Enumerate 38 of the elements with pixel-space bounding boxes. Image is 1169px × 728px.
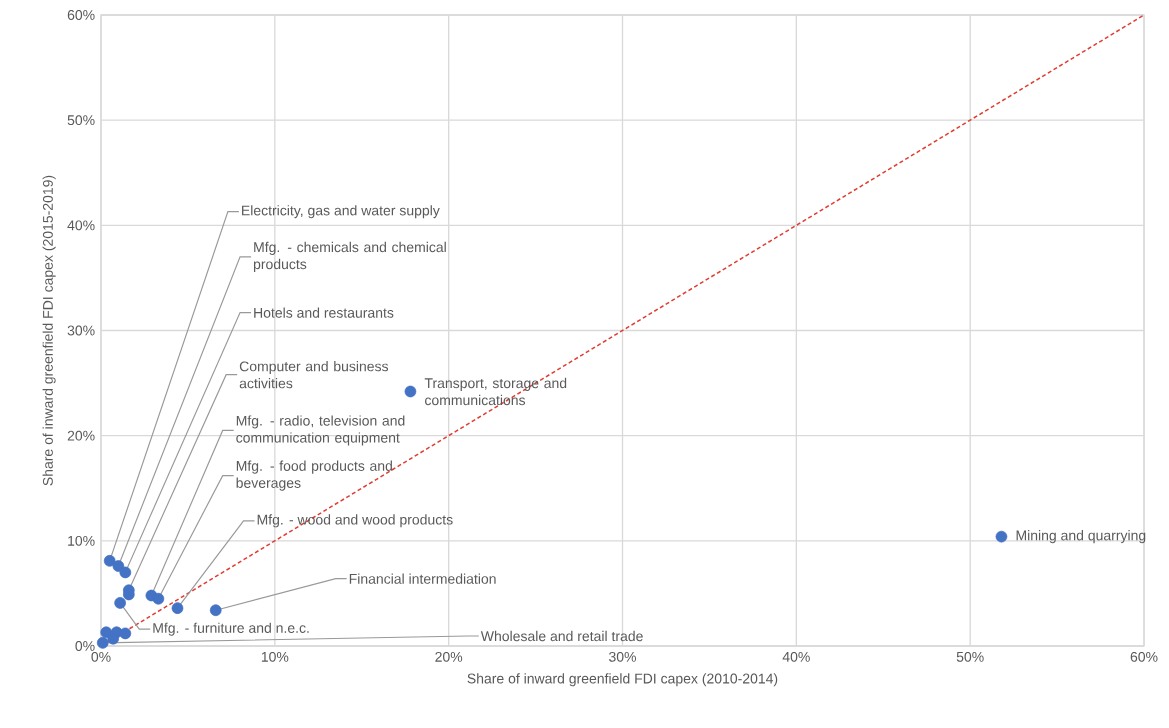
point bbox=[103, 554, 116, 567]
annotation: Hotels and restaurants bbox=[254, 307, 394, 318]
y-tick-label: 50% bbox=[67, 115, 95, 126]
annotation: Mining and quarrying bbox=[1016, 530, 1146, 544]
annotation: Mfg. - radio, television and communication equipment bbox=[236, 415, 405, 446]
annotation: Wholesale and retail trade bbox=[480, 630, 643, 642]
x-tick-label: 30% bbox=[609, 651, 637, 662]
y-tick-label: 20% bbox=[67, 430, 95, 441]
point bbox=[404, 385, 417, 398]
y-tick-label: 30% bbox=[67, 325, 95, 336]
point bbox=[995, 530, 1008, 543]
annotation: Electricity, gas and water supply bbox=[242, 205, 440, 219]
point bbox=[112, 560, 125, 572]
x-tick-label: 20% bbox=[435, 651, 463, 662]
x-tick-label: 10% bbox=[261, 651, 289, 662]
x-tick-label: 0% bbox=[91, 651, 111, 662]
annotation: Computer and business activities bbox=[239, 361, 389, 389]
annotation: Mfg. - chemicals and chemical products bbox=[253, 241, 446, 272]
x-tick-label: 50% bbox=[956, 651, 984, 662]
y-tick-label: 0% bbox=[75, 641, 95, 651]
annotation: Financial intermediation bbox=[349, 573, 496, 584]
point bbox=[119, 566, 132, 579]
x-tick-label: 60% bbox=[1130, 651, 1158, 662]
y-tick-label: 60% bbox=[67, 10, 95, 20]
x-tick-label: 40% bbox=[782, 651, 810, 662]
x-axis-title: Share of inward greenfield FDI capex (2010-2014) bbox=[467, 673, 778, 687]
point bbox=[171, 602, 184, 614]
y-tick-label: 40% bbox=[67, 220, 95, 231]
y-tick-label: 10% bbox=[68, 535, 95, 546]
y-axis-title: Share of inward greenfield FDI capex (2015-2019) bbox=[42, 175, 56, 486]
annotation: Mfg. - furniture and n.e.c. bbox=[153, 622, 309, 636]
annotation: Mfg. - wood and wood products bbox=[257, 514, 453, 528]
point bbox=[96, 637, 109, 649]
point bbox=[119, 627, 132, 640]
point bbox=[209, 604, 222, 617]
annotation: Mfg. - food products and beverages bbox=[236, 460, 392, 491]
point bbox=[114, 597, 126, 609]
point bbox=[152, 592, 165, 605]
